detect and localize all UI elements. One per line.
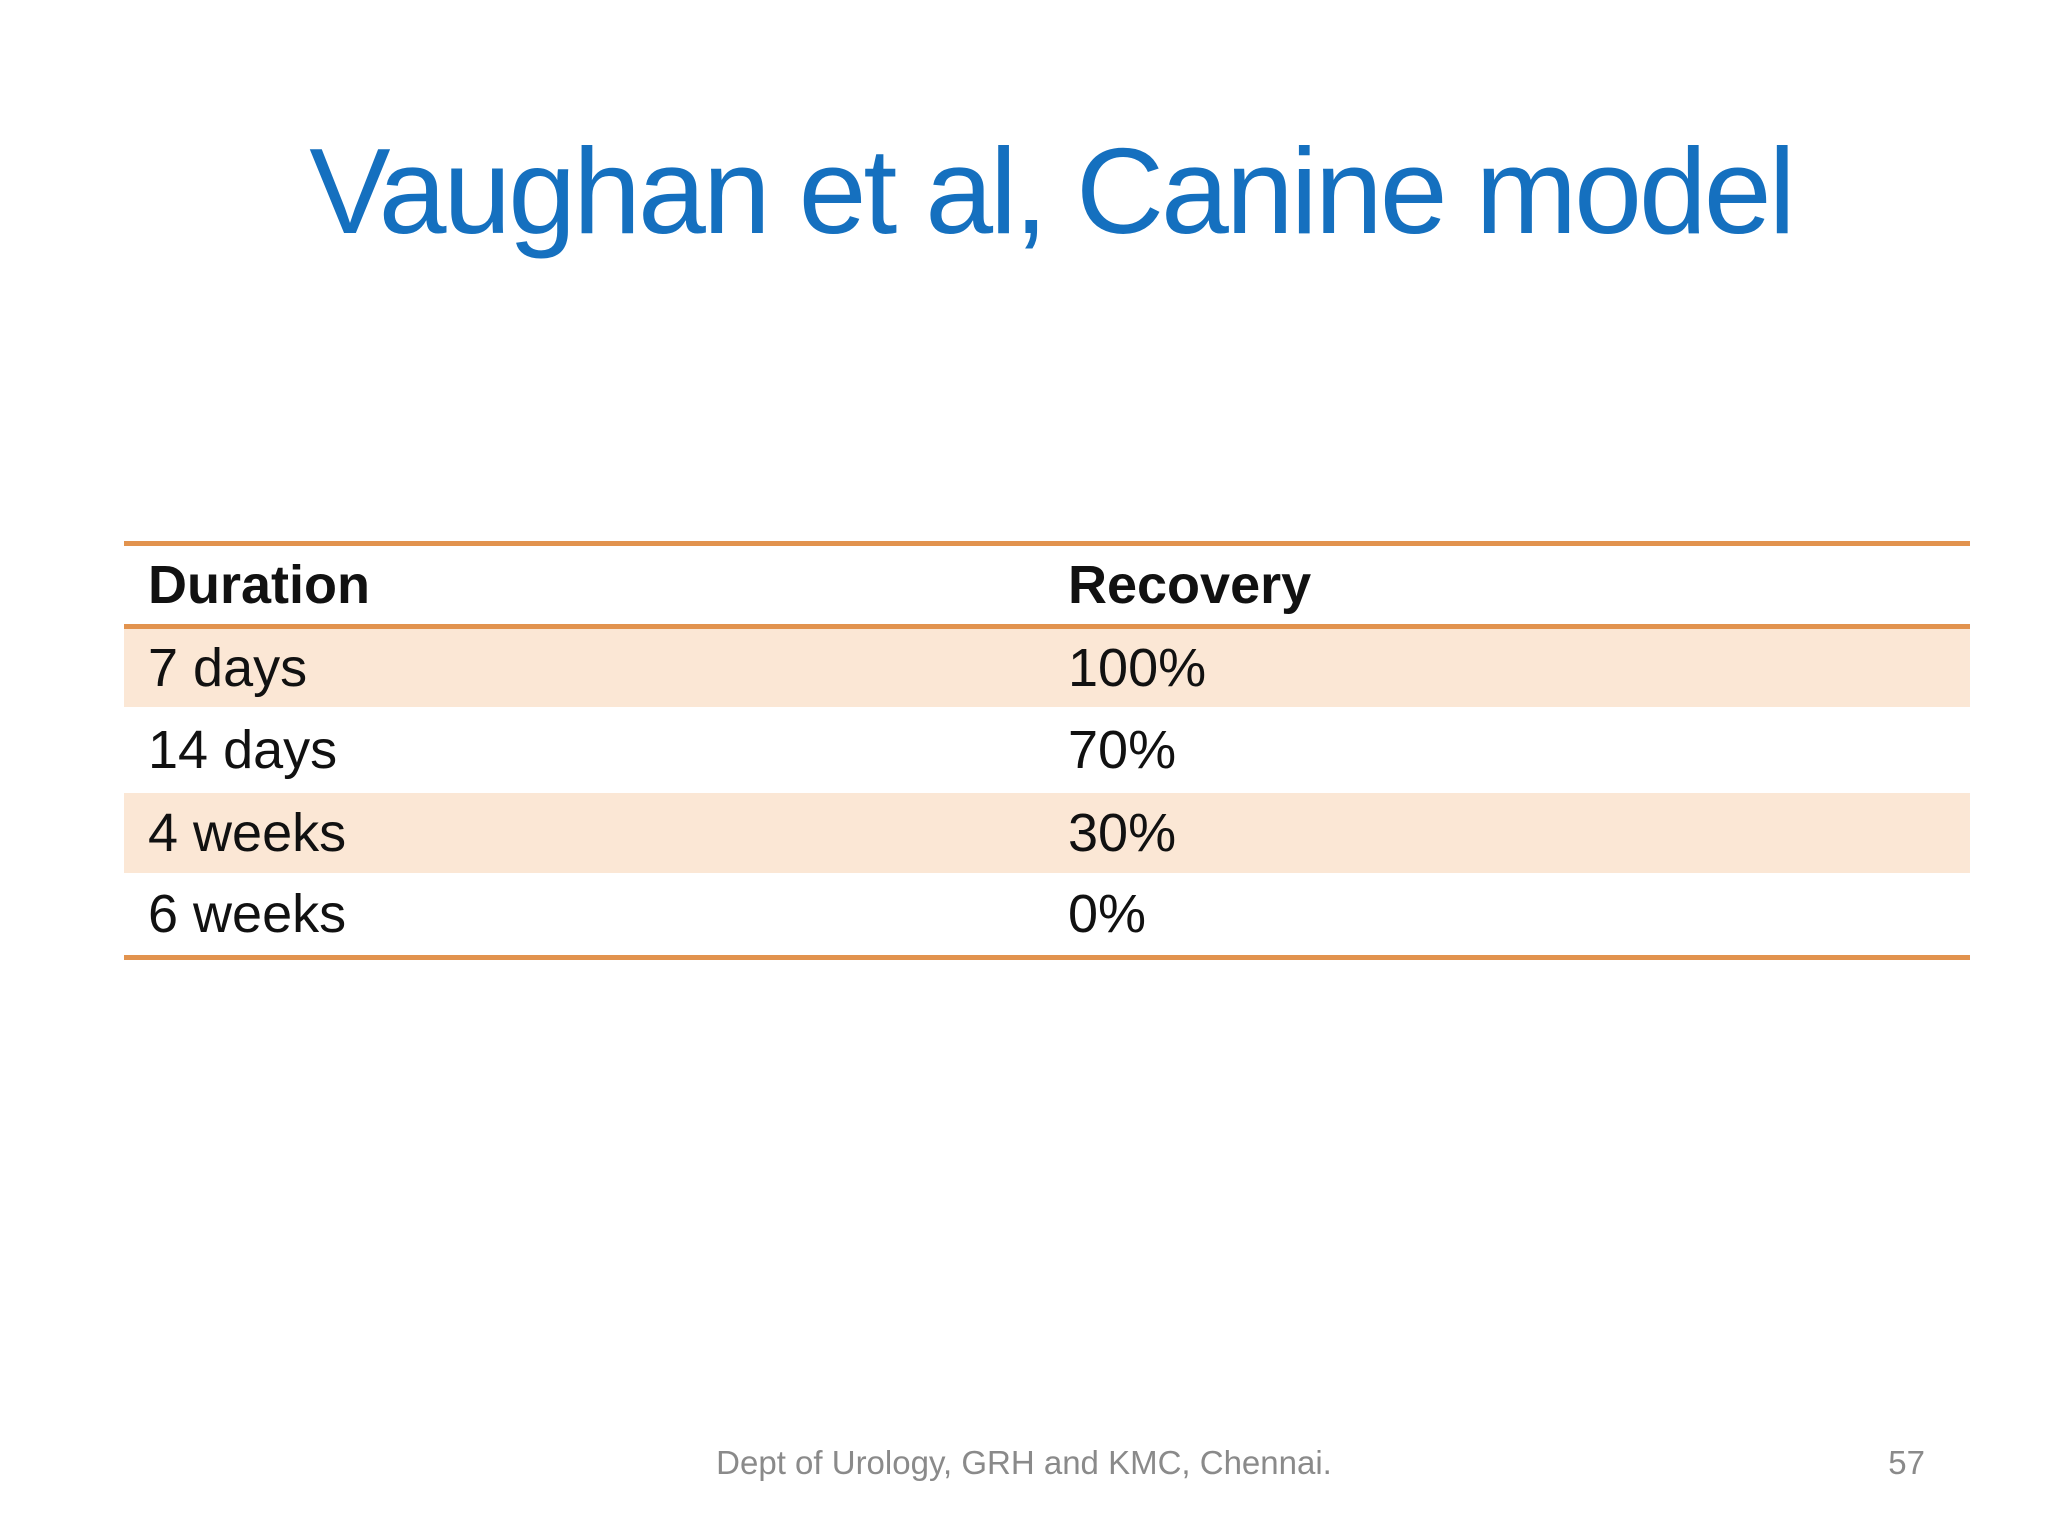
cell-recovery: 100% (1068, 638, 1207, 698)
cell-recovery: 70% (1068, 720, 1177, 780)
column-header-duration: Duration (148, 555, 370, 615)
cell-recovery: 30% (1068, 803, 1177, 863)
footer-text: Dept of Urology, GRH and KMC, Chennai. (716, 1444, 1332, 1481)
cell-duration: 14 days (148, 720, 338, 780)
cell-recovery: 0% (1068, 884, 1147, 944)
table-row: 14 days 70% (124, 707, 1970, 793)
cell-duration: 6 weeks (148, 884, 347, 944)
table-body: 7 days 100% 14 days 70% 4 weeks 30% 6 we… (124, 629, 1970, 955)
column-header-recovery: Recovery (1068, 555, 1312, 615)
slide-title: Vaughan et al, Canine model (309, 123, 1796, 259)
cell-duration: 4 weeks (148, 803, 347, 863)
page-number: 57 (1888, 1444, 1925, 1481)
table-header-row: Duration Recovery (124, 546, 1970, 629)
table-row: 6 weeks 0% (124, 873, 1970, 955)
table-row: 4 weeks 30% (124, 793, 1970, 873)
recovery-table: Duration Recovery 7 days 100% 14 days 70… (124, 541, 1970, 960)
table-row: 7 days 100% (124, 629, 1970, 707)
cell-duration: 7 days (148, 638, 308, 698)
